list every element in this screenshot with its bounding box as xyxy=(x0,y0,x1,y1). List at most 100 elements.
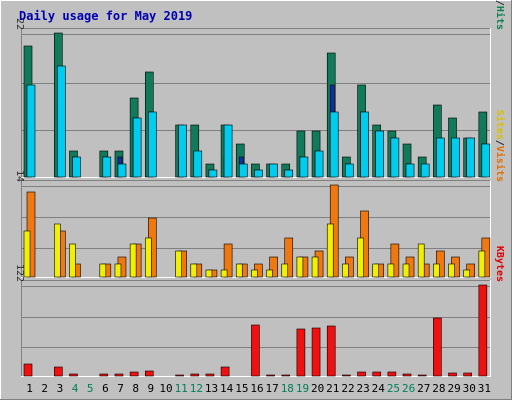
bar-hits-pages-day-13 xyxy=(208,169,218,178)
bar-visits-sites-day-30 xyxy=(463,269,470,278)
x-tick-label-day-26: 26 xyxy=(402,382,415,395)
legend: KBytes xyxy=(494,246,505,282)
bar-hits-pages-day-17 xyxy=(269,163,278,178)
bar-kbytes-kbytes-day-14 xyxy=(220,366,230,377)
bar-kbytes-kbytes-day-1 xyxy=(23,363,33,377)
bar-visits-sites-day-27 xyxy=(417,243,425,278)
bar-visits-sites-day-7 xyxy=(114,263,122,278)
bar-visits-visits-day-14 xyxy=(223,243,233,278)
bar-visits-sites-day-6 xyxy=(99,263,107,278)
bars-kbytes xyxy=(23,284,488,377)
panel-hits: 22 Pages/Files/Hits xyxy=(14,0,506,178)
bar-kbytes-kbytes-day-21 xyxy=(326,325,336,377)
x-tick-label-day-25: 25 xyxy=(387,382,400,395)
bar-visits-sites-day-4 xyxy=(69,243,76,278)
bar-hits-pages-day-25 xyxy=(390,137,400,178)
x-tick-label-day-7: 7 xyxy=(117,382,124,395)
bar-visits-sites-day-31 xyxy=(478,250,486,278)
y-max-label: 22 xyxy=(14,18,25,30)
x-tick-label-day-1: 1 xyxy=(26,382,33,395)
bar-visits-sites-day-20 xyxy=(311,256,319,278)
bar-visits-sites-day-14 xyxy=(220,269,228,278)
legend-entry: / xyxy=(494,140,505,146)
panel-kbytes: 122 KBytes xyxy=(14,246,505,377)
bar-hits-pages-day-8 xyxy=(132,117,142,178)
bar-kbytes-kbytes-day-9 xyxy=(144,370,154,377)
x-tick-label-day-31: 31 xyxy=(478,382,491,395)
x-tick-label-day-3: 3 xyxy=(57,382,64,395)
x-tick-label-day-4: 4 xyxy=(72,382,79,395)
bar-kbytes-kbytes-day-26 xyxy=(402,373,412,377)
bar-hits-pages-day-14 xyxy=(223,124,233,178)
x-tick-label-day-8: 8 xyxy=(132,382,139,395)
bar-hits-pages-day-12 xyxy=(193,150,203,178)
bar-hits-pages-day-7 xyxy=(117,163,127,178)
chart-panels: 22 Pages/Files/Hits 14Sites/Visits122KByte… xyxy=(14,0,506,377)
bar-kbytes-kbytes-day-18 xyxy=(281,374,291,377)
bar-kbytes-kbytes-day-7 xyxy=(114,373,124,377)
bar-visits-visits-day-25 xyxy=(390,243,400,278)
bar-hits-pages-day-28 xyxy=(436,137,445,178)
bar-visits-sites-day-22 xyxy=(342,263,349,278)
x-tick-label-day-19: 19 xyxy=(296,382,309,395)
bar-visits-sites-day-1 xyxy=(23,230,31,278)
bar-kbytes-kbytes-day-12 xyxy=(190,373,200,377)
legend-entry: Visits xyxy=(494,146,506,182)
bar-kbytes-kbytes-day-27 xyxy=(417,374,427,377)
x-tick-label-day-5: 5 xyxy=(87,382,94,395)
x-tick-label-day-15: 15 xyxy=(235,382,248,395)
bar-visits-sites-day-16 xyxy=(251,269,258,278)
legend-entry: KBytes xyxy=(494,246,505,282)
bar-visits-sites-day-3 xyxy=(54,223,61,278)
bar-visits-sites-day-25 xyxy=(387,263,395,278)
legend: Pages/Files/Hits xyxy=(494,0,506,30)
bar-visits-visits-day-18 xyxy=(284,237,294,278)
x-tick-label-day-20: 20 xyxy=(311,382,324,395)
bar-visits-sites-day-12 xyxy=(190,263,198,278)
bar-kbytes-kbytes-day-11 xyxy=(175,374,184,377)
panel-visits: 14 Sites/Visits xyxy=(14,110,506,278)
bar-kbytes-kbytes-day-16 xyxy=(251,324,260,377)
bar-visits-sites-day-29 xyxy=(448,263,455,278)
bar-visits-sites-day-13 xyxy=(205,269,213,278)
bar-hits-pages-day-15 xyxy=(238,163,248,178)
bar-kbytes-kbytes-day-17 xyxy=(266,374,275,377)
panel-background xyxy=(21,28,491,178)
bar-visits-sites-day-15 xyxy=(235,263,243,278)
bars-hits xyxy=(23,32,491,178)
x-tick-label-day-28: 28 xyxy=(432,382,445,395)
bar-visits-sites-day-8 xyxy=(129,243,137,278)
x-tick-label-day-30: 30 xyxy=(463,382,476,395)
legend-entry: Sites xyxy=(494,110,506,140)
bar-kbytes-kbytes-day-29 xyxy=(448,372,457,377)
bar-hits-pages-day-27 xyxy=(420,163,430,178)
bar-hits-pages-day-9 xyxy=(147,111,157,178)
x-tick-label-day-24: 24 xyxy=(372,382,386,395)
bar-hits-pages-day-16 xyxy=(254,169,263,178)
bar-visits-sites-day-28 xyxy=(433,263,440,278)
bar-kbytes-kbytes-day-6 xyxy=(99,373,109,377)
x-tick-label-day-23: 23 xyxy=(357,382,370,395)
x-tick-label-day-13: 13 xyxy=(205,382,218,395)
x-axis: 1 2 3 4 5 6 7 8 9 10 11 12 13 14 15 16 17 18 19 20 21 22 23 24 2… xyxy=(26,382,491,395)
bar-hits-pages-day-21 xyxy=(329,111,339,178)
bar-kbytes-kbytes-day-20 xyxy=(311,327,321,377)
bar-kbytes-kbytes-day-8 xyxy=(129,371,139,377)
x-tick-label-day-18: 18 xyxy=(281,382,294,395)
bar-visits-sites-day-19 xyxy=(296,256,304,278)
bar-hits-pages-day-30 xyxy=(466,137,475,178)
x-tick-label-day-11: 11 xyxy=(175,382,188,395)
bar-kbytes-kbytes-day-25 xyxy=(387,371,397,377)
bar-kbytes-kbytes-day-3 xyxy=(54,366,63,377)
bar-hits-pages-day-29 xyxy=(451,137,460,178)
x-tick-label-day-17: 17 xyxy=(266,382,279,395)
bar-visits-sites-day-17 xyxy=(266,269,273,278)
x-tick-label-day-9: 9 xyxy=(148,382,155,395)
bar-hits-pages-day-31 xyxy=(481,143,491,178)
x-tick-label-day-27: 27 xyxy=(417,382,430,395)
bar-visits-sites-day-23 xyxy=(357,237,364,278)
bar-visits-sites-day-24 xyxy=(372,263,380,278)
bar-visits-visits-day-17 xyxy=(269,256,278,278)
bar-hits-pages-day-1 xyxy=(26,84,36,178)
